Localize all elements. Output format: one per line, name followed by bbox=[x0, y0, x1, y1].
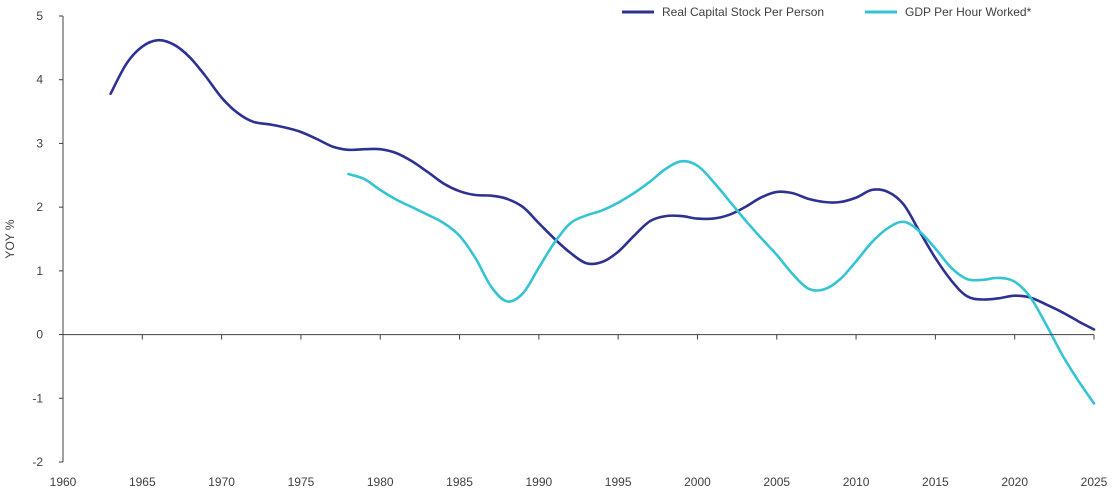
series-line-real-capital-stock-per-person bbox=[109, 38, 1096, 331]
x-tick-label: 2005 bbox=[763, 475, 790, 489]
x-tick-label: 2025 bbox=[1081, 475, 1108, 489]
y-tick-label: 5 bbox=[36, 9, 43, 23]
x-tick-label: 1975 bbox=[288, 475, 315, 489]
plot-area bbox=[109, 38, 1096, 405]
x-tick-label: 2010 bbox=[843, 475, 870, 489]
legend: Real Capital Stock Per Person GDP Per Hou… bbox=[622, 5, 1032, 19]
y-tick-label: 3 bbox=[36, 136, 43, 150]
y-tick-label: -2 bbox=[32, 455, 43, 469]
x-tick-label: 2020 bbox=[1001, 475, 1028, 489]
y-tick-label: 1 bbox=[36, 264, 43, 278]
series-line-gdp-per-hour-worked bbox=[347, 159, 1096, 405]
y-tick-label: 4 bbox=[36, 73, 43, 87]
x-tick-label: 1985 bbox=[446, 475, 473, 489]
y-tick-label: 2 bbox=[36, 200, 43, 214]
x-tick-label: 2000 bbox=[684, 475, 711, 489]
x-tick-label: 1990 bbox=[525, 475, 552, 489]
y-axis-title: YOY % bbox=[3, 219, 17, 258]
x-tick-label: 1980 bbox=[367, 475, 394, 489]
legend-label-0: Real Capital Stock Per Person bbox=[662, 5, 824, 19]
y-tick-label: -1 bbox=[32, 391, 43, 405]
y-tick-label: 0 bbox=[36, 328, 43, 342]
x-tick-label: 1960 bbox=[50, 475, 77, 489]
x-tick-label: 1965 bbox=[129, 475, 156, 489]
x-tick-label: 1995 bbox=[605, 475, 632, 489]
legend-label-1: GDP Per Hour Worked* bbox=[905, 5, 1032, 19]
x-tick-label: 2015 bbox=[922, 475, 949, 489]
axes: -2 -1 0 1 2 3 4 5 1960 1965 1970 1975 1980 1985 1990 19… bbox=[3, 9, 1108, 489]
x-tick-label: 1970 bbox=[208, 475, 235, 489]
